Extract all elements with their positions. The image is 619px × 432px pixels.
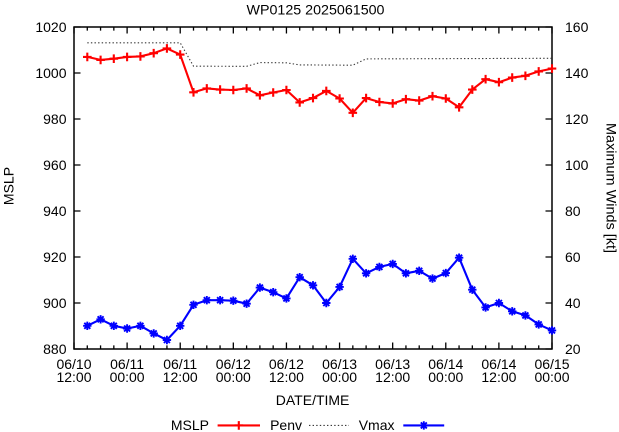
svg-text:1020: 1020 [35, 19, 66, 35]
svg-text:12:00: 12:00 [375, 369, 410, 385]
svg-text:120: 120 [565, 111, 589, 127]
svg-text:06/13: 06/13 [375, 356, 410, 372]
svg-text:DATE/TIME: DATE/TIME [276, 392, 350, 408]
svg-text:WP0125 2025061500: WP0125 2025061500 [247, 2, 385, 18]
svg-text:00:00: 00:00 [428, 369, 463, 385]
svg-text:Maximum Winds [kt]: Maximum Winds [kt] [604, 123, 619, 253]
svg-text:Vmax: Vmax [359, 417, 395, 432]
svg-text:MSLP: MSLP [1, 167, 17, 205]
svg-text:06/12: 06/12 [216, 356, 251, 372]
svg-text:06/13: 06/13 [322, 356, 357, 372]
svg-text:00:00: 00:00 [534, 369, 569, 385]
svg-text:MSLP: MSLP [171, 417, 209, 432]
svg-text:160: 160 [565, 19, 589, 35]
svg-text:06/10: 06/10 [56, 356, 91, 372]
svg-text:06/14: 06/14 [481, 356, 516, 372]
svg-text:920: 920 [43, 249, 67, 265]
svg-text:140: 140 [565, 65, 589, 81]
svg-text:06/11: 06/11 [163, 356, 197, 372]
svg-text:12:00: 12:00 [163, 369, 198, 385]
svg-text:100: 100 [565, 157, 589, 173]
svg-text:80: 80 [565, 203, 581, 219]
svg-text:12:00: 12:00 [269, 369, 304, 385]
svg-text:880: 880 [43, 341, 67, 357]
svg-text:06/11: 06/11 [110, 356, 144, 372]
svg-text:06/14: 06/14 [428, 356, 463, 372]
svg-text:940: 940 [43, 203, 67, 219]
svg-text:06/12: 06/12 [269, 356, 304, 372]
svg-text:12:00: 12:00 [481, 369, 516, 385]
svg-text:40: 40 [565, 295, 581, 311]
svg-text:12:00: 12:00 [56, 369, 91, 385]
svg-text:980: 980 [43, 111, 67, 127]
svg-text:00:00: 00:00 [322, 369, 357, 385]
svg-text:00:00: 00:00 [110, 369, 145, 385]
svg-text:900: 900 [43, 295, 67, 311]
svg-text:1000: 1000 [35, 65, 66, 81]
svg-text:20: 20 [565, 341, 581, 357]
svg-text:Penv: Penv [270, 417, 302, 432]
svg-text:00:00: 00:00 [216, 369, 251, 385]
svg-text:06/15: 06/15 [534, 356, 569, 372]
svg-text:960: 960 [43, 157, 67, 173]
svg-text:60: 60 [565, 249, 581, 265]
